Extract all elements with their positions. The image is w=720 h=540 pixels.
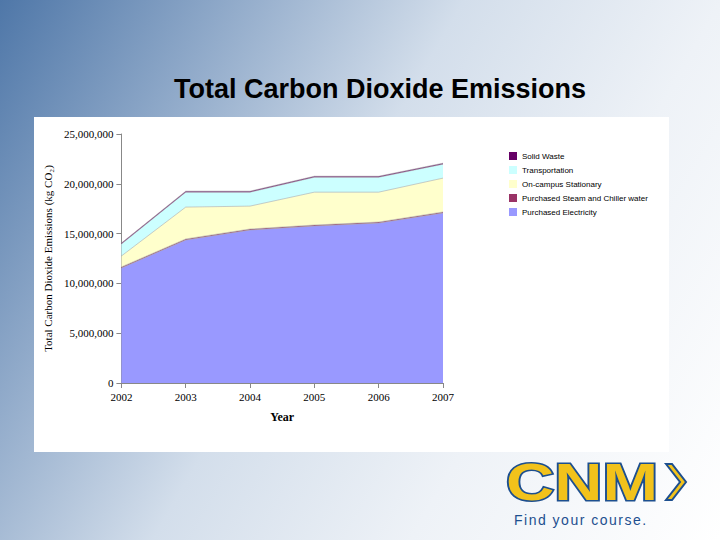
- svg-text:2002: 2002: [110, 391, 132, 403]
- svg-text:2006: 2006: [368, 391, 391, 403]
- svg-text:On-campus Stationary: On-campus Stationary: [522, 180, 602, 189]
- svg-text:CNM: CNM: [506, 453, 658, 511]
- svg-text:15,000,000: 15,000,000: [64, 228, 114, 240]
- svg-text:20,000,000: 20,000,000: [64, 178, 114, 190]
- svg-text:2007: 2007: [432, 391, 455, 403]
- svg-text:0: 0: [108, 377, 114, 389]
- svg-text:Solid Waste: Solid Waste: [522, 152, 565, 161]
- html-text:Total Carbon Dioxide Emissions: Total Carbon Dioxide Emissions: [174, 74, 586, 104]
- svg-text:Purchased Steam and Chiller wa: Purchased Steam and Chiller water: [522, 194, 648, 203]
- svg-text:Purchased Electricity: Purchased Electricity: [522, 208, 597, 217]
- svg-text:10,000,000: 10,000,000: [64, 277, 114, 289]
- svg-text:Year: Year: [270, 410, 295, 424]
- svg-text:Total Carbon Dioxide Emissions: Total Carbon Dioxide Emissions (kg CO₂): [42, 165, 55, 352]
- svg-text:2003: 2003: [175, 391, 198, 403]
- svg-text:2005: 2005: [303, 391, 326, 403]
- svg-text:25,000,000: 25,000,000: [64, 128, 114, 140]
- svg-text:Transportation: Transportation: [522, 166, 573, 175]
- svg-text:2004: 2004: [239, 391, 261, 403]
- svg-text:5,000,000: 5,000,000: [69, 327, 114, 339]
- svg-text:Find your course.: Find your course.: [514, 512, 648, 528]
